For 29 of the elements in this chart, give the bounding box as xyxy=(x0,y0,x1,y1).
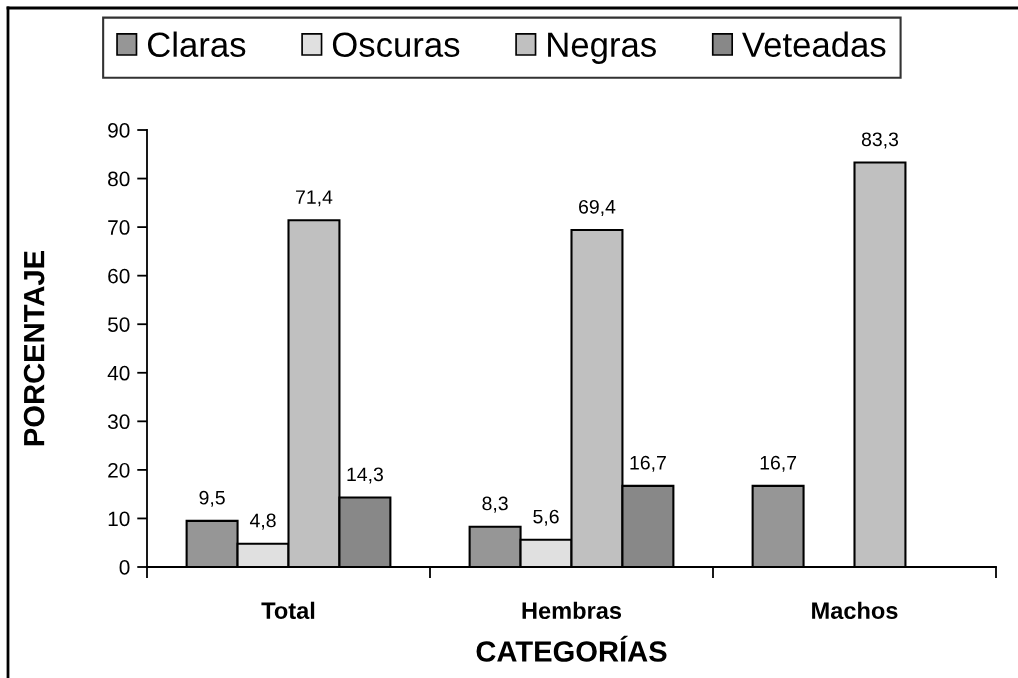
y-tick-label: 0 xyxy=(119,560,130,575)
y-tick-label: 30 xyxy=(107,414,130,430)
y-tick-label: 40 xyxy=(107,365,130,381)
y-tick-label: 70 xyxy=(108,220,130,235)
data-label: 16,7 xyxy=(630,455,666,472)
data-label: 71,4 xyxy=(296,190,333,207)
data-label: 83,3 xyxy=(861,132,899,149)
y-tick-label: 20 xyxy=(108,462,130,478)
legend-label: Negras xyxy=(548,32,656,64)
x-axis-title: CATEGORÍAS xyxy=(476,635,667,662)
y-tick-label: 80 xyxy=(108,171,130,187)
y-tick-label: 10 xyxy=(108,511,130,527)
y-axis-title: PORCENTAJE xyxy=(23,251,45,446)
y-tick-label: 90 xyxy=(108,123,130,138)
y-tick-label: 60 xyxy=(108,268,130,284)
x-tick-label: Total xyxy=(261,601,315,620)
x-tick-label: Hembras xyxy=(522,601,622,620)
data-label: 5,6 xyxy=(533,509,559,526)
legend-label: Oscuras xyxy=(332,32,460,58)
data-label: 9,5 xyxy=(199,490,225,507)
legend-label: Veteadas xyxy=(742,31,886,58)
data-label: 16,7 xyxy=(760,455,797,472)
data-label: 4,8 xyxy=(249,513,276,530)
data-label: 8,3 xyxy=(482,496,508,513)
legend-label: Claras xyxy=(147,31,246,58)
y-tick-label: 50 xyxy=(108,317,130,332)
x-tick-label: Machos xyxy=(812,601,898,620)
data-label: 69,4 xyxy=(579,199,616,216)
data-label: 14,3 xyxy=(347,467,383,484)
